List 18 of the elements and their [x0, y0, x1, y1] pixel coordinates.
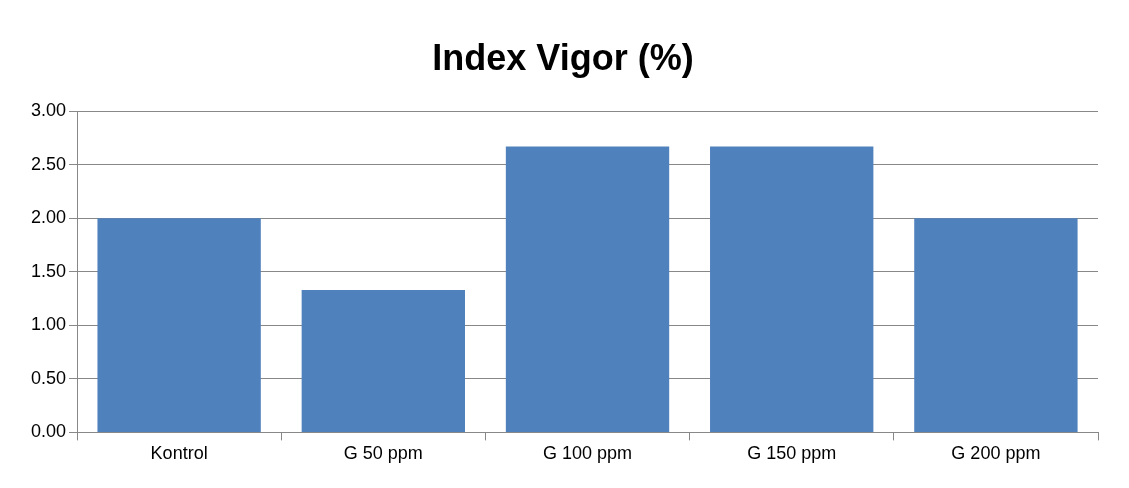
y-tick-label: 2.50 — [30, 153, 67, 174]
bar — [97, 218, 261, 432]
x-tick-label: G 150 ppm — [747, 443, 837, 464]
bar — [301, 290, 465, 432]
y-tick-label: 3.00 — [30, 100, 67, 121]
y-tick-label: 1.00 — [30, 314, 67, 335]
bar — [914, 218, 1078, 432]
y-tick-label: 0.00 — [30, 421, 67, 442]
x-tick-label: G 50 ppm — [343, 443, 423, 464]
chart-title: Index Vigor (%) — [432, 36, 694, 78]
x-tick-label: Kontrol — [150, 443, 208, 464]
bar — [710, 146, 874, 432]
y-tick-label: 2.00 — [30, 207, 67, 228]
y-tick-label: 1.50 — [30, 260, 67, 281]
bar — [505, 146, 670, 432]
x-tick-label: G 200 ppm — [951, 443, 1041, 464]
y-tick-label: 0.50 — [30, 367, 67, 388]
x-tick-label: G 100 ppm — [542, 443, 633, 464]
